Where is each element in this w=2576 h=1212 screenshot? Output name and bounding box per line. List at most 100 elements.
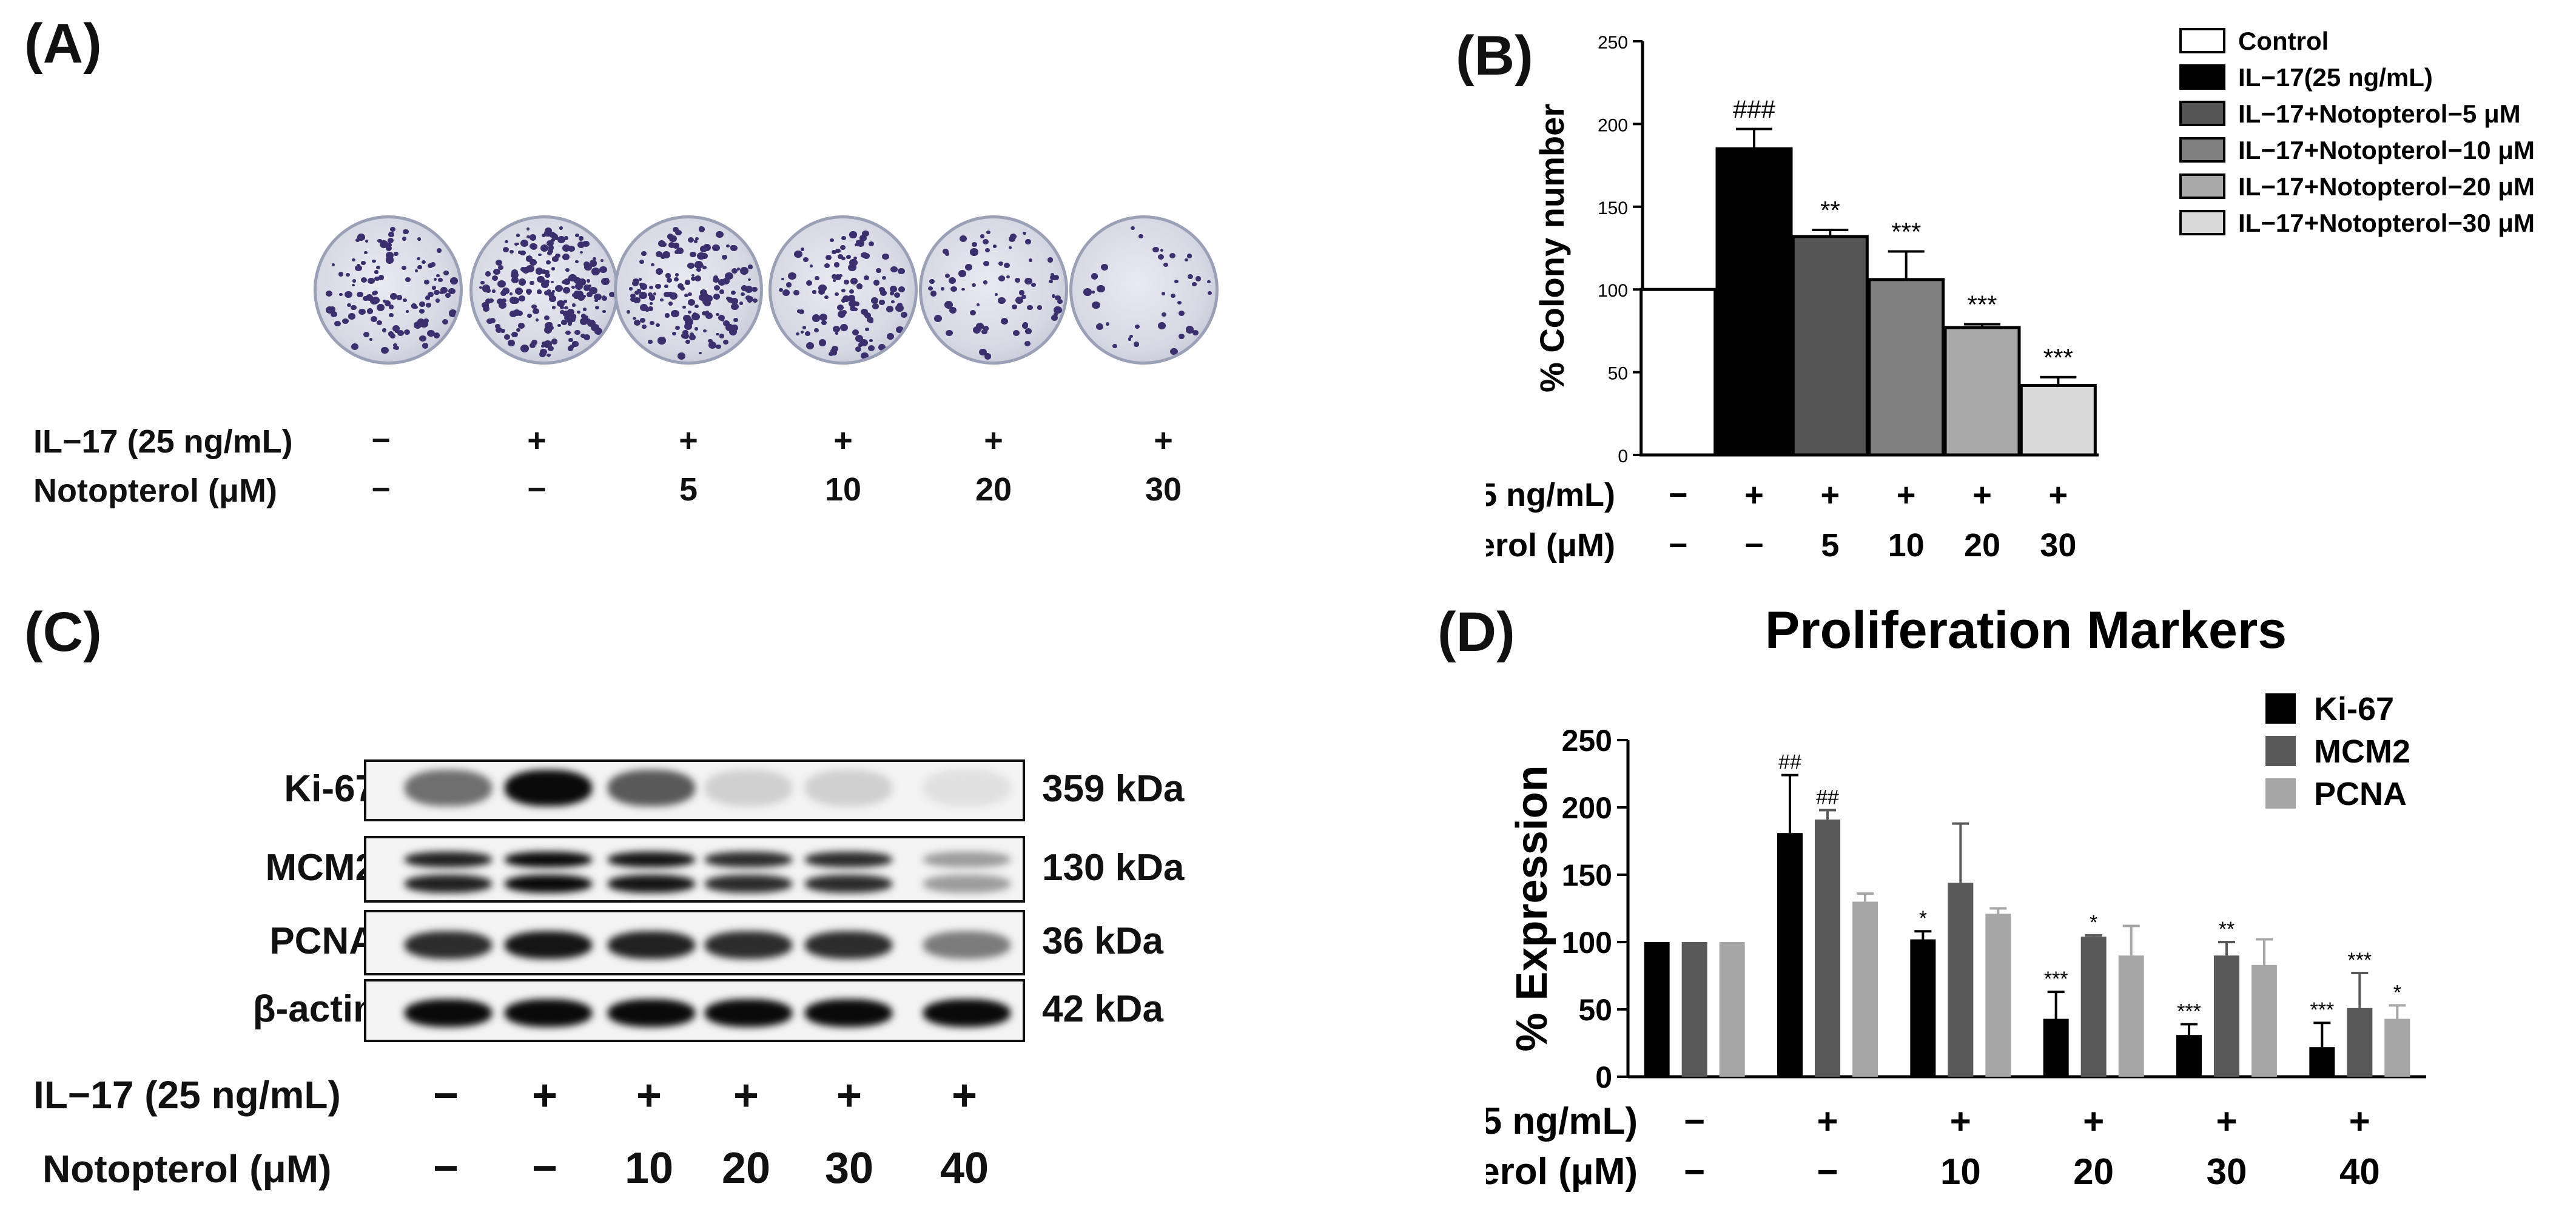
panel-a-il17-value: + (527, 422, 546, 459)
colony-dot (898, 268, 906, 275)
colony-dot (371, 291, 377, 296)
colony-dot (849, 258, 858, 266)
colony-dot (747, 298, 753, 303)
y-tick-label: 50 (1608, 364, 1628, 384)
panel-c-il17-value: + (531, 1071, 558, 1120)
colony-dot (417, 318, 425, 326)
colony-dot (876, 268, 881, 274)
notopterol-row-label: Notopterol (μM) (1486, 1151, 1638, 1193)
colony-dot (861, 352, 869, 360)
colony-dot (525, 255, 533, 262)
colony-dot (650, 320, 655, 325)
colony-dot (1177, 301, 1182, 305)
colony-dot (806, 342, 815, 349)
colony-dot (849, 289, 854, 294)
colony-dot (824, 263, 830, 268)
colony-dot (370, 315, 378, 323)
colony-dot (850, 277, 858, 284)
colony-dot (1051, 273, 1054, 277)
colony-dot (540, 244, 549, 252)
colony-dot (563, 278, 571, 285)
il17-value: + (1821, 477, 1840, 513)
colony-dot (839, 274, 843, 278)
colony-dot (718, 315, 725, 322)
significance-label: *** (2044, 968, 2068, 991)
colony-dot (841, 235, 847, 241)
colony-dot (567, 346, 574, 351)
colony-dot (565, 268, 570, 272)
colony-dot (567, 317, 574, 324)
colony-dot (502, 287, 509, 294)
colony-dot (1160, 248, 1164, 252)
colony-dot (893, 292, 900, 298)
colony-dot (602, 295, 605, 298)
il17-value: − (1684, 1101, 1705, 1142)
colony-dot (547, 248, 554, 254)
colony-dot (405, 310, 409, 313)
colony-dot (357, 234, 366, 241)
colony-dot (708, 338, 713, 343)
colony-dot (502, 246, 509, 253)
colony-dot (898, 286, 905, 292)
colony-dot (647, 292, 653, 297)
colony-dot (559, 309, 565, 314)
colony-dot (961, 288, 965, 291)
colony-dot (837, 254, 843, 260)
colony-dot (841, 298, 846, 303)
colony-dot (703, 244, 711, 251)
colony-dot (794, 250, 803, 258)
legend-swatch (2179, 101, 2225, 126)
colony-dot (688, 237, 694, 243)
colony-dot (752, 286, 758, 292)
colony-dot (831, 274, 837, 280)
notopterol-row-label: Notopterol (μM) (1486, 527, 1615, 564)
colony-dot (670, 292, 678, 300)
colony-dot (665, 313, 670, 318)
colony-dot (864, 327, 869, 331)
colony-dot (833, 325, 841, 332)
bar (1644, 942, 1670, 1077)
blot-protein-label: Ki-67 (284, 768, 376, 810)
colony-dot (557, 324, 561, 328)
colony-dot (501, 298, 507, 303)
bar (1639, 288, 1717, 457)
colony-dot (689, 334, 696, 340)
legend-label: Control (2238, 27, 2329, 55)
colony-dot (393, 343, 397, 347)
legend-label: IL−17+Notopterol−20 μM (2238, 172, 2535, 201)
colony-dot (582, 308, 587, 311)
panel-a-il17-value: + (833, 422, 853, 459)
colony-dot (1027, 305, 1033, 311)
colony-dot (677, 352, 686, 360)
colony-dot (785, 282, 792, 288)
colony-dot (504, 334, 510, 340)
colony-dot (694, 327, 699, 331)
panel-c-notopterol-value: − (531, 1144, 558, 1193)
colony-plate (469, 215, 619, 365)
colony-dot (402, 266, 407, 271)
colony-dot (998, 297, 1006, 304)
il17-value: + (1897, 477, 1916, 513)
y-tick-label: 100 (1598, 281, 1628, 301)
blot-membrane (364, 759, 1025, 821)
colony-dot (355, 264, 363, 272)
colony-dot (800, 247, 804, 251)
colony-dot (881, 275, 887, 280)
colony-dot (806, 280, 812, 286)
legend-label: IL−17(25 ng/mL) (2238, 63, 2433, 92)
colony-dot (427, 330, 435, 337)
colony-dot (975, 323, 984, 331)
colony-dot (563, 300, 568, 304)
colony-dot (508, 339, 516, 346)
colony-dot (781, 277, 784, 281)
colony-dot (965, 264, 973, 271)
colony-dot (972, 283, 977, 287)
colony-dot (833, 279, 836, 282)
legend-swatch (2179, 137, 2225, 163)
colony-dot (831, 349, 837, 355)
bar (1852, 901, 1878, 1077)
colony-dot (529, 259, 537, 266)
legend-swatch (2265, 778, 2296, 809)
colony-plate (1069, 215, 1219, 365)
colony-dot (355, 238, 360, 243)
